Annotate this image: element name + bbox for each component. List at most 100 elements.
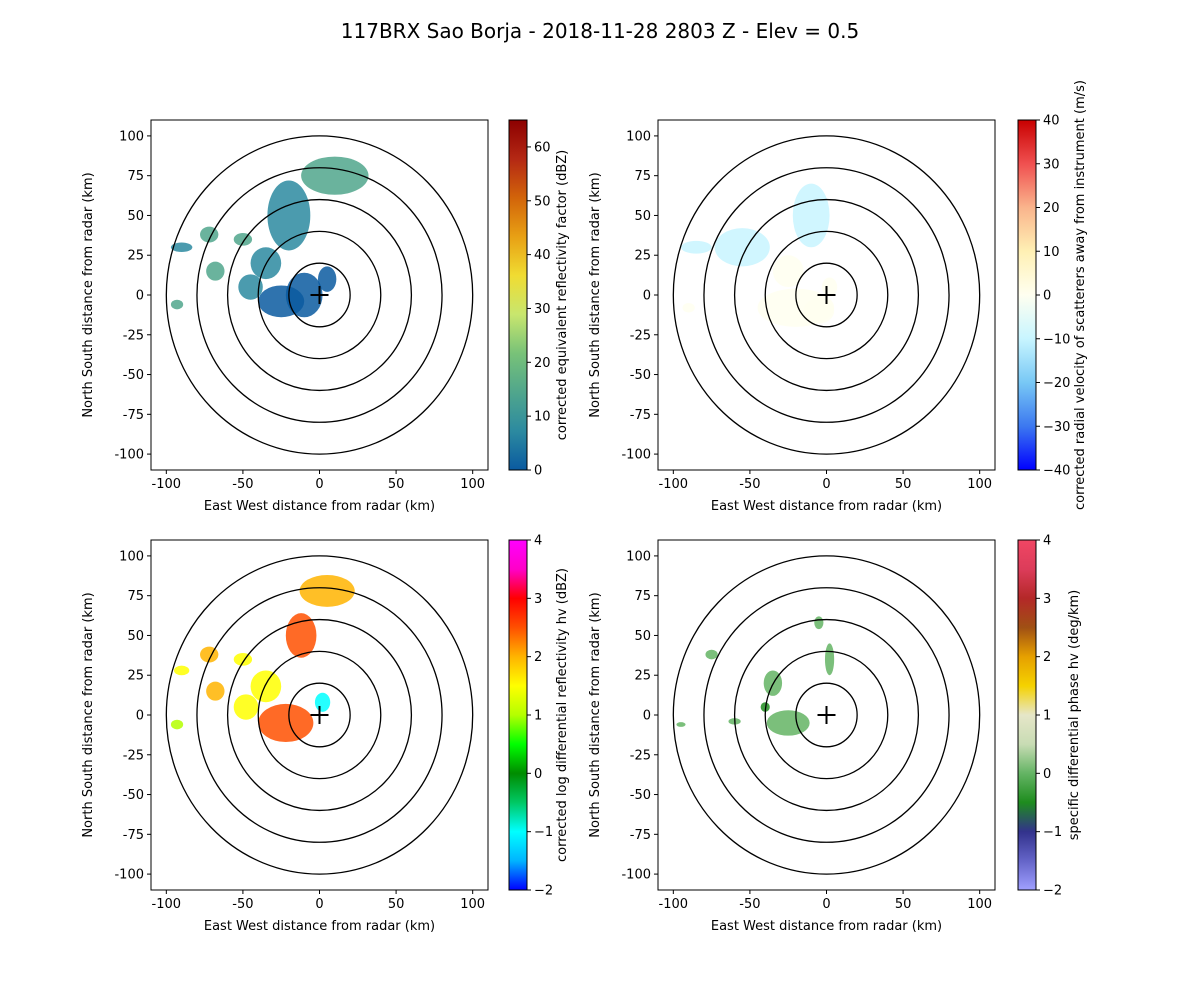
- y-tick-label: 100: [626, 129, 651, 144]
- echo-region: [705, 649, 718, 660]
- x-tick-label: 50: [895, 897, 912, 912]
- echo-region: [680, 240, 712, 254]
- range-ring: [196, 167, 443, 423]
- range-ring: [257, 230, 382, 360]
- colorbar-tick-label: 20: [534, 356, 551, 371]
- echo-region: [682, 302, 695, 313]
- colorbar-tick-label: −1: [534, 825, 553, 840]
- y-tick-label: -100: [114, 448, 144, 463]
- colorbar-tick-label: 40: [534, 248, 551, 263]
- y-tick-label: 25: [127, 669, 144, 684]
- colorbar-tick-label: 10: [1043, 245, 1060, 260]
- colorbar-label: specific differential phase hv (deg/km): [1067, 590, 1082, 840]
- radar-panel-differential_reflectivity: -100 -50 0 50 100 -100 -75 -50 -25 0 25 50 75 100 East…: [81, 534, 570, 935]
- colorbar-tick-label: 1: [1043, 709, 1051, 724]
- range-ring: [764, 230, 889, 360]
- echo-region: [267, 180, 311, 251]
- colorbar-tick-label: 0: [534, 464, 542, 479]
- range-ring: [733, 198, 920, 392]
- x-tick-label: -100: [152, 897, 182, 912]
- echo-region: [301, 156, 369, 195]
- range-ring: [257, 650, 382, 780]
- figure-title: 117BRX Sao Borja - 2018-11-28 2803 Z - E…: [341, 19, 859, 43]
- range-ring: [672, 135, 981, 455]
- range-ring: [764, 650, 889, 780]
- colorbar-tick-label: 20: [1043, 201, 1060, 216]
- echo-region: [250, 670, 282, 703]
- colorbar-tick-label: 10: [534, 410, 551, 425]
- y-tick-label: 50: [127, 209, 144, 224]
- range-ring: [196, 587, 443, 843]
- x-tick-label: 50: [388, 897, 405, 912]
- range-ring: [672, 555, 981, 875]
- y-tick-label: 0: [643, 289, 651, 304]
- echo-region: [766, 710, 810, 736]
- colorbar-tick-label: −2: [534, 884, 553, 899]
- x-tick-label: 100: [967, 477, 992, 492]
- x-axis-label: East West distance from radar (km): [204, 499, 435, 514]
- y-tick-label: -100: [621, 448, 651, 463]
- y-tick-label: 25: [634, 669, 651, 684]
- y-tick-label: 50: [127, 629, 144, 644]
- y-tick-label: 75: [127, 169, 144, 184]
- colorbar: [508, 539, 528, 891]
- colorbar: [1017, 119, 1037, 471]
- colorbar: [1017, 539, 1037, 891]
- y-tick-label: 75: [634, 589, 651, 604]
- x-tick-label: 50: [388, 477, 405, 492]
- y-tick-label: -75: [630, 408, 651, 423]
- echo-region: [676, 722, 686, 727]
- echo-region: [206, 681, 225, 701]
- y-tick-label: 0: [136, 709, 144, 724]
- y-tick-label: -25: [123, 328, 144, 343]
- echo-region: [170, 299, 184, 310]
- range-ring: [703, 587, 950, 843]
- x-tick-label: -50: [232, 477, 253, 492]
- y-tick-label: 0: [643, 709, 651, 724]
- panels: -100 -50 0 50 100-100-75-50-250255075100East…: [81, 80, 1088, 934]
- y-tick-label: -50: [630, 788, 651, 803]
- x-tick-label: -50: [232, 897, 253, 912]
- x-tick-label: -100: [152, 477, 182, 492]
- echo-region: [233, 232, 253, 246]
- y-tick-label: 100: [119, 549, 144, 564]
- x-axis-label: East West distance from radar (km): [711, 499, 942, 514]
- y-axis-label: North South distance from radar (km): [81, 172, 96, 417]
- colorbar-tick-label: 4: [534, 534, 542, 549]
- y-tick-label: -100: [114, 868, 144, 883]
- y-tick-label: 0: [136, 289, 144, 304]
- y-tick-label: -75: [630, 828, 651, 843]
- colorbar-tick-label: −10: [1043, 332, 1070, 347]
- colorbar-tick-label: 3: [534, 592, 542, 607]
- colorbar-tick-label: 0: [1043, 289, 1051, 304]
- colorbar-tick-label: −1: [1043, 825, 1062, 840]
- colorbar-tick-label: −30: [1043, 420, 1070, 435]
- echo-region: [233, 694, 259, 720]
- y-axis-label: North South distance from radar (km): [588, 592, 603, 837]
- x-tick-label: -100: [659, 477, 689, 492]
- echo-region: [772, 255, 804, 288]
- echo-region: [285, 613, 317, 658]
- x-tick-label: -100: [659, 897, 689, 912]
- colorbar-tick-label: 30: [534, 302, 551, 317]
- echo-region: [824, 643, 835, 676]
- y-tick-label: -50: [123, 788, 144, 803]
- colorbar-tick-label: −40: [1043, 464, 1070, 479]
- echo-region: [803, 298, 835, 324]
- y-tick-label: -50: [630, 368, 651, 383]
- y-tick-label: 100: [119, 129, 144, 144]
- x-axis-label: East West distance from radar (km): [711, 919, 942, 934]
- echo-layer: [170, 156, 369, 318]
- echo-region: [206, 261, 225, 281]
- x-tick-label: 100: [460, 897, 485, 912]
- y-tick-label: 100: [626, 549, 651, 564]
- y-tick-label: 75: [634, 169, 651, 184]
- range-ring: [288, 682, 351, 748]
- echo-region: [314, 692, 331, 712]
- colorbar-label: corrected log differential reflectivity …: [555, 568, 570, 862]
- y-tick-label: -75: [123, 408, 144, 423]
- colorbar-tick-label: 0: [534, 767, 542, 782]
- echo-region: [317, 266, 337, 292]
- echo-layer: [680, 183, 838, 327]
